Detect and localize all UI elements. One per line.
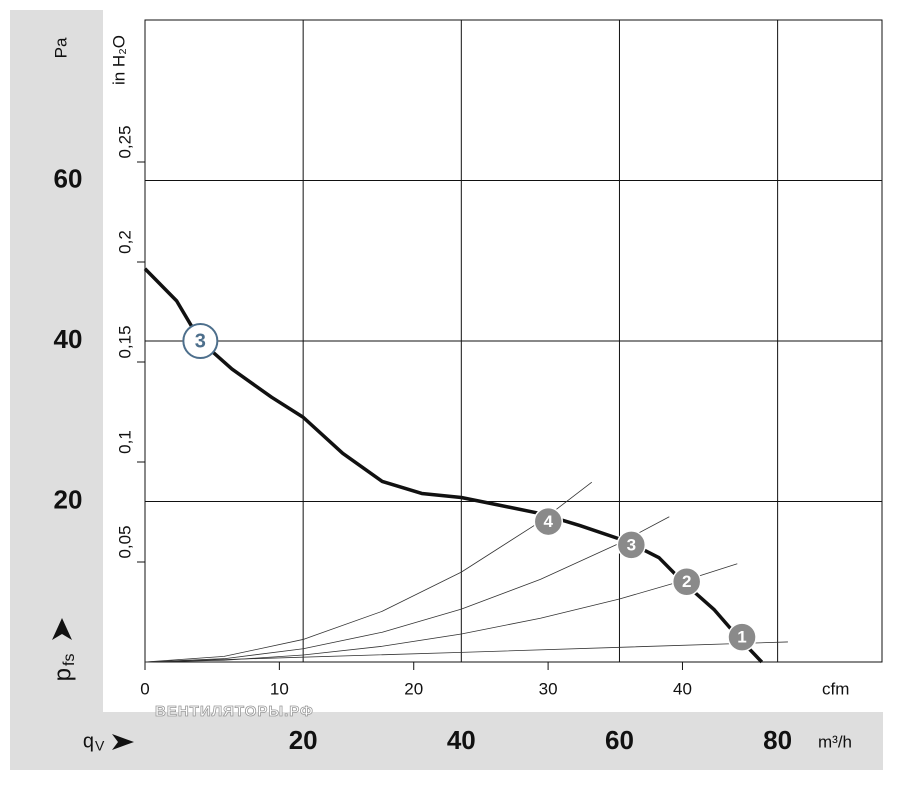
x2-unit: cfm [822, 679, 849, 698]
x2-tick-label: 10 [270, 679, 289, 698]
x-tick-label: 60 [605, 725, 634, 755]
x-symbol-sub: V [95, 738, 105, 754]
y-tick-label: 20 [54, 484, 83, 514]
y2-tick-label: 0,05 [115, 525, 134, 558]
y2-tick-label: 0,25 [115, 125, 134, 158]
y-symbol-sub: fs [61, 654, 78, 666]
y-arrow [52, 618, 72, 640]
x-symbol-main: q [83, 730, 94, 752]
operating-point [182, 323, 219, 359]
operating-point [616, 530, 647, 560]
left-band [10, 10, 103, 770]
operating-point-label: 3 [195, 330, 206, 352]
x2-tick-label: 0 [140, 679, 149, 698]
operating-point [727, 622, 757, 652]
x-arrow [112, 734, 134, 750]
series-line [144, 516, 670, 663]
y-unit: Pa [51, 37, 70, 58]
y-tick-label: 60 [54, 163, 83, 193]
y-symbol-main: p [49, 668, 76, 681]
operating-point [533, 506, 564, 537]
operating-point [671, 567, 702, 597]
x2-tick-label: 20 [404, 679, 423, 698]
operating-point-label: 4 [544, 512, 554, 531]
y2-tick-label: 0,15 [115, 325, 134, 358]
bottom-band [10, 712, 883, 770]
operating-point-label: 2 [682, 572, 691, 591]
x-tick-label: 20 [289, 725, 318, 755]
operating-point-label: 3 [627, 535, 636, 554]
x2-tick-label: 30 [539, 679, 558, 698]
x-tick-label: 80 [763, 725, 792, 755]
watermark: ВЕНТИЛЯТОРЫ.РФ [155, 703, 314, 720]
x-unit: m³/h [818, 732, 852, 751]
y2-tick-label: 0,1 [115, 430, 134, 454]
y-tick-label: 40 [54, 324, 83, 354]
y2-unit: in H₂O [109, 35, 128, 85]
y2-tick-label: 0,2 [115, 230, 134, 254]
operating-point-label: 1 [737, 628, 746, 647]
x2-tick-label: 40 [673, 679, 692, 698]
x-tick-label: 40 [447, 725, 476, 755]
y-symbol: p fs [49, 654, 78, 682]
